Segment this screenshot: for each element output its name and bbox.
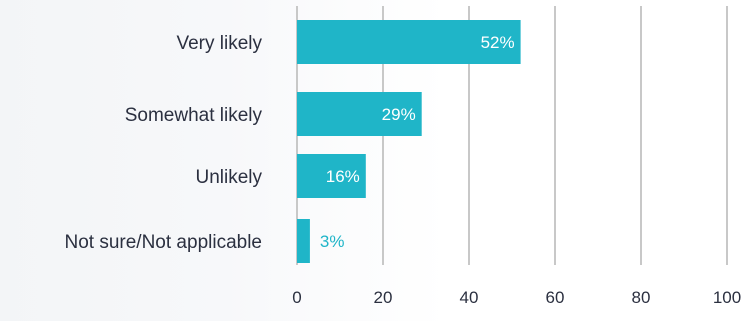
x-tick-label-60: 60 — [546, 288, 565, 307]
x-tick-label-80: 80 — [632, 288, 651, 307]
category-label-1: Somewhat likely — [125, 105, 263, 126]
bar-2 — [297, 154, 366, 198]
x-tick-label-0: 0 — [292, 288, 301, 307]
x-tick-label-20: 20 — [374, 288, 393, 307]
bar-value-label-3: 3% — [320, 232, 345, 251]
x-tick-label-100: 100 — [713, 288, 741, 307]
category-label-0: Very likely — [176, 33, 262, 54]
bar-value-label-1: 29% — [382, 105, 416, 124]
bar-1 — [297, 92, 422, 136]
bar-value-label-2: 16% — [326, 167, 360, 186]
bar-value-label-0: 52% — [481, 33, 515, 52]
bar-3 — [297, 219, 310, 263]
category-label-3: Not sure/Not applicable — [65, 232, 263, 253]
x-tick-label-40: 40 — [460, 288, 479, 307]
bar-0 — [297, 20, 521, 64]
category-label-2: Unlikely — [195, 167, 262, 188]
